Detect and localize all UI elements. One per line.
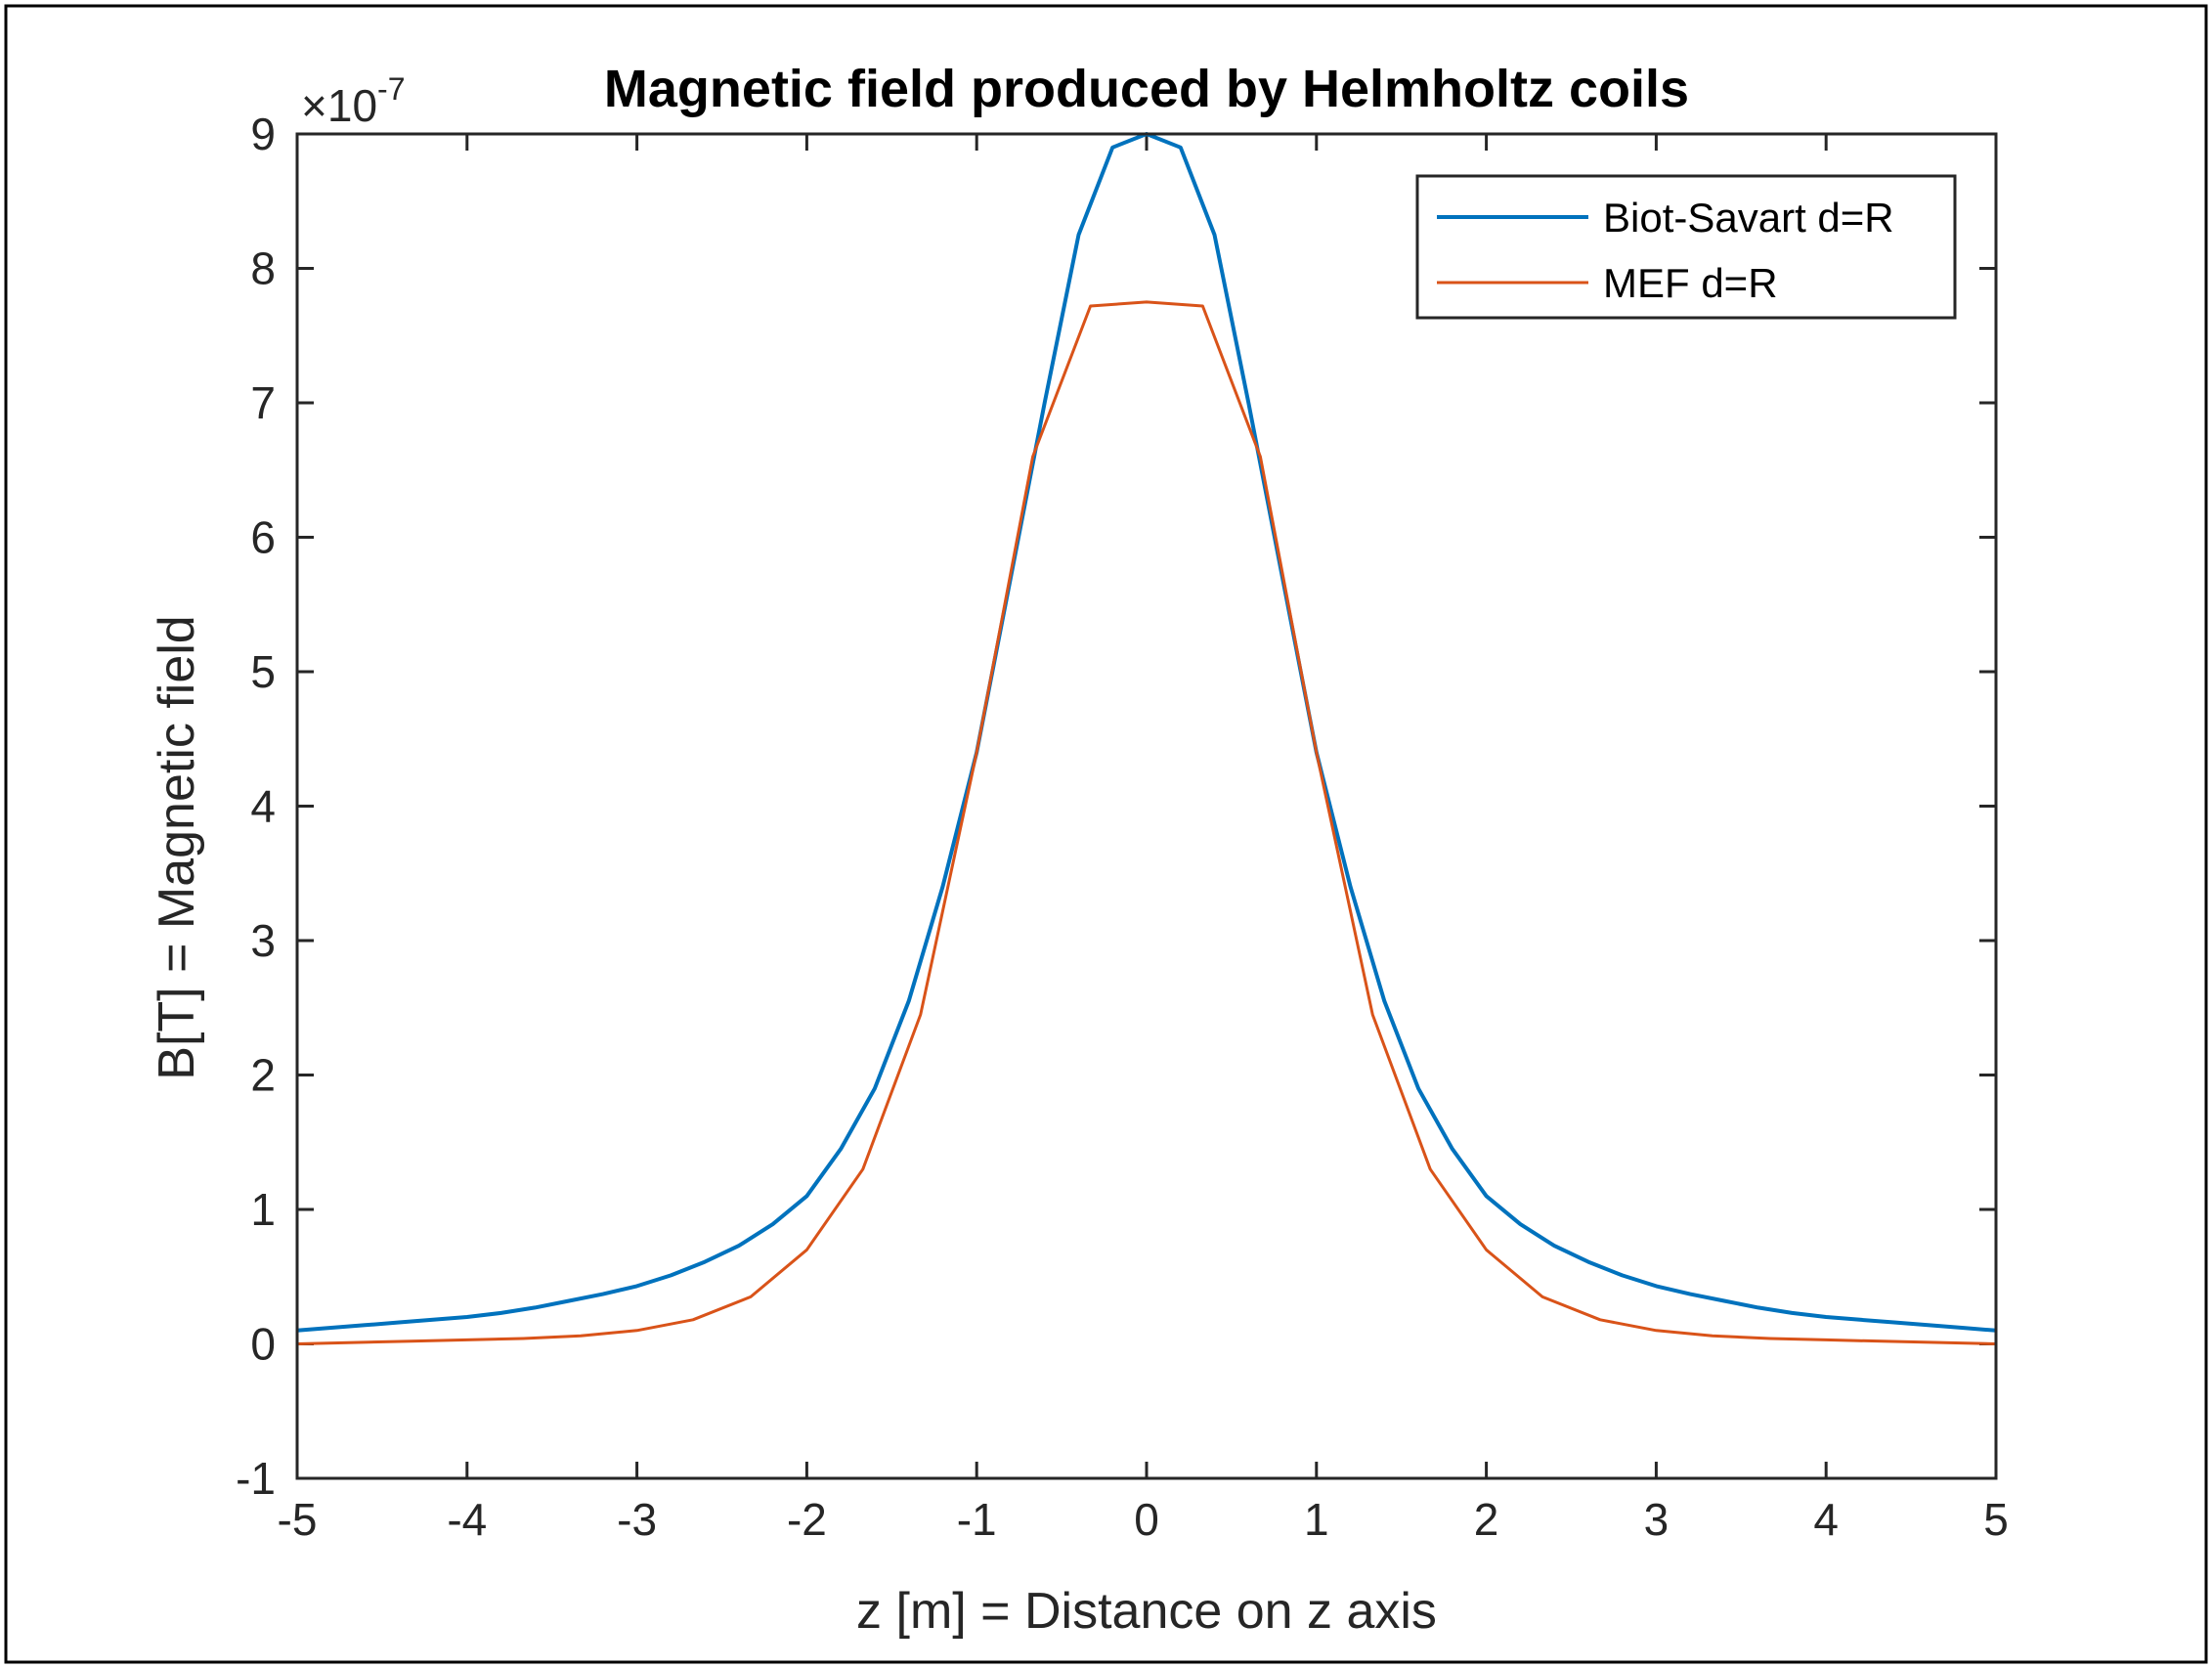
x-tick-label: -5: [278, 1494, 318, 1545]
legend-label-biot-savart: Biot-Savart d=R: [1603, 195, 1894, 241]
x-tick-label: 2: [1474, 1494, 1499, 1545]
x-tick-label: -3: [617, 1494, 657, 1545]
legend-box: [1415, 174, 1957, 320]
y-tick-label: 8: [250, 243, 276, 294]
x-tick-label: 0: [1134, 1494, 1159, 1545]
plot-area-border: [295, 132, 1998, 1480]
y-tick-label: 9: [250, 109, 276, 159]
x-tick-label: -2: [787, 1494, 827, 1545]
y-tick-label: 6: [250, 512, 276, 563]
x-tick-label: 4: [1813, 1494, 1839, 1545]
legend: Biot-Savart d=R MEF d=R: [1415, 174, 1957, 320]
y-tick-label: 2: [250, 1050, 276, 1101]
axis-ticks: -5 -4 -3 -2 -1 0 1 2 3 4 5 -1 0 1 2 3 4 5 6 7 8 9: [236, 109, 2009, 1545]
legend-label-mef: MEF d=R: [1603, 260, 1778, 306]
series-line-mef: [296, 300, 1997, 1345]
x-tick-label: 3: [1644, 1494, 1670, 1545]
y-tick-label: -1: [236, 1453, 276, 1504]
chart-title: Magnetic field produced by Helmholtz coi…: [604, 60, 1689, 118]
y-tick-label: 0: [250, 1319, 276, 1370]
y-tick-label: 7: [250, 377, 276, 428]
y-tick-label: 4: [250, 781, 276, 832]
x-tick-label: -4: [447, 1494, 487, 1545]
y-axis-multiplier: ×10-7: [301, 71, 405, 131]
y-axis-title: B[T] = Magnetic field: [149, 615, 205, 1079]
y-tick-label: 1: [250, 1184, 276, 1235]
y-tick-label: 3: [250, 915, 276, 966]
y-tick-label: 5: [250, 646, 276, 697]
x-tick-label: 5: [1983, 1494, 2009, 1545]
x-axis-title: z [m] = Distance on z axis: [856, 1583, 1437, 1640]
x-tick-label: -1: [957, 1494, 997, 1545]
x-tick-label: 1: [1304, 1494, 1329, 1545]
